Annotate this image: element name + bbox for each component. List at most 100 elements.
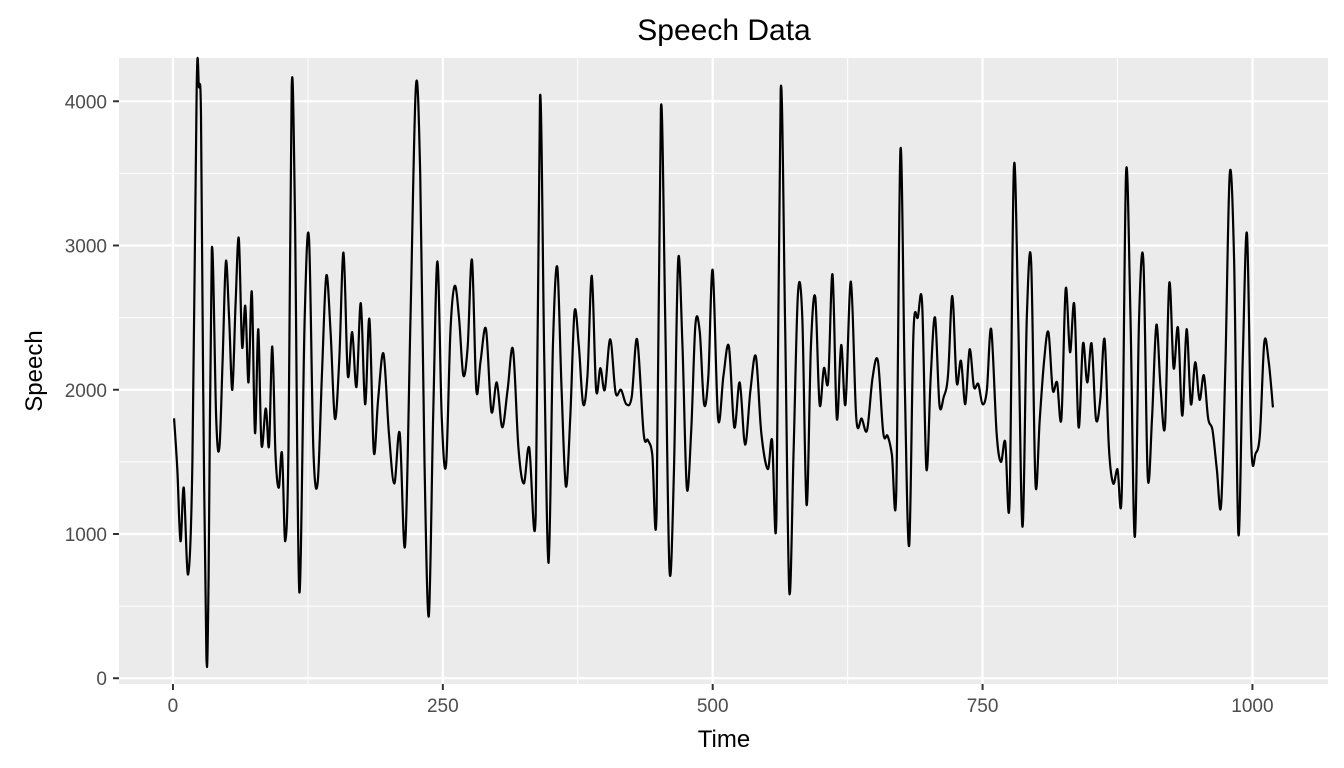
data-point bbox=[1250, 446, 1252, 448]
data-point bbox=[1104, 338, 1106, 340]
data-point bbox=[1255, 452, 1257, 454]
data-point bbox=[1086, 381, 1088, 384]
data-point bbox=[912, 331, 915, 333]
data-point bbox=[512, 348, 514, 350]
data-point bbox=[467, 345, 469, 348]
data-point bbox=[388, 432, 390, 434]
data-point bbox=[1211, 429, 1214, 431]
data-point bbox=[1095, 418, 1097, 420]
data-point bbox=[960, 360, 962, 362]
data-point bbox=[278, 487, 280, 489]
data-point bbox=[1168, 282, 1170, 284]
data-point bbox=[1091, 343, 1093, 345]
data-point bbox=[1194, 361, 1196, 363]
data-point bbox=[855, 418, 857, 420]
data-point bbox=[404, 544, 406, 547]
data-point bbox=[755, 356, 757, 358]
data-point bbox=[677, 259, 679, 261]
data-point bbox=[548, 562, 550, 564]
x-tick-label: 250 bbox=[427, 696, 459, 717]
data-point bbox=[485, 328, 487, 330]
data-point bbox=[1078, 426, 1080, 428]
data-point bbox=[819, 403, 821, 405]
data-point bbox=[360, 302, 362, 304]
data-point bbox=[647, 439, 649, 441]
data-point bbox=[1116, 468, 1119, 470]
data-point bbox=[1151, 418, 1153, 420]
data-point bbox=[241, 345, 243, 348]
data-point bbox=[228, 317, 230, 319]
data-point bbox=[191, 461, 193, 463]
data-point bbox=[539, 96, 541, 98]
data-point bbox=[1073, 304, 1075, 306]
data-point bbox=[810, 345, 812, 348]
data-point bbox=[330, 331, 332, 333]
data-point bbox=[717, 418, 719, 420]
data-point bbox=[844, 403, 847, 405]
data-point bbox=[543, 360, 545, 362]
data-point bbox=[517, 446, 520, 448]
data-point bbox=[251, 291, 253, 293]
data-point bbox=[281, 452, 283, 454]
data-point bbox=[552, 345, 554, 348]
data-point bbox=[690, 432, 692, 434]
data-point bbox=[703, 403, 705, 405]
data-point bbox=[643, 432, 645, 434]
data-point bbox=[887, 435, 889, 437]
data-point bbox=[458, 317, 460, 319]
data-point bbox=[882, 432, 884, 434]
data-point bbox=[428, 615, 430, 617]
data-point bbox=[921, 302, 923, 304]
y-tick-label: 2000 bbox=[65, 381, 107, 402]
data-point bbox=[284, 540, 286, 542]
data-point bbox=[823, 367, 825, 369]
data-point bbox=[231, 389, 233, 391]
data-point bbox=[836, 418, 838, 420]
data-point bbox=[1004, 441, 1006, 443]
data-point bbox=[523, 482, 525, 485]
data-point bbox=[1207, 418, 1209, 420]
data-point bbox=[1224, 360, 1227, 362]
data-point bbox=[1030, 260, 1032, 262]
data-point bbox=[399, 432, 401, 434]
data-point bbox=[409, 317, 412, 319]
data-point bbox=[247, 381, 250, 384]
data-point bbox=[244, 305, 246, 307]
data-point bbox=[1220, 504, 1222, 506]
data-point bbox=[342, 252, 345, 254]
data-point bbox=[1134, 536, 1136, 538]
data-point bbox=[664, 317, 666, 319]
data-point bbox=[591, 275, 593, 277]
data-point bbox=[1164, 425, 1166, 427]
speech-points bbox=[173, 86, 1274, 658]
data-point bbox=[1147, 475, 1149, 477]
data-point bbox=[934, 317, 936, 319]
data-point bbox=[377, 399, 379, 401]
data-point bbox=[257, 328, 259, 330]
data-point bbox=[744, 444, 746, 446]
data-point bbox=[368, 318, 370, 320]
data-point bbox=[636, 338, 638, 340]
data-point bbox=[1056, 381, 1058, 384]
data-point bbox=[298, 591, 300, 593]
data-point bbox=[254, 432, 256, 434]
data-point bbox=[625, 403, 627, 405]
data-point bbox=[569, 418, 571, 420]
data-point bbox=[1112, 482, 1114, 485]
data-point bbox=[996, 432, 998, 434]
data-point bbox=[749, 389, 752, 391]
data-point bbox=[1173, 367, 1175, 369]
data-point bbox=[631, 396, 633, 398]
data-point bbox=[1009, 500, 1011, 502]
data-point bbox=[699, 331, 701, 333]
data-point bbox=[308, 237, 310, 239]
data-point bbox=[215, 418, 217, 420]
data-point bbox=[977, 383, 979, 385]
data-point bbox=[1108, 446, 1110, 448]
data-point bbox=[840, 344, 842, 346]
data-point bbox=[767, 468, 769, 470]
data-point bbox=[1259, 432, 1261, 434]
data-point bbox=[1198, 399, 1201, 401]
data-point bbox=[1242, 360, 1244, 362]
